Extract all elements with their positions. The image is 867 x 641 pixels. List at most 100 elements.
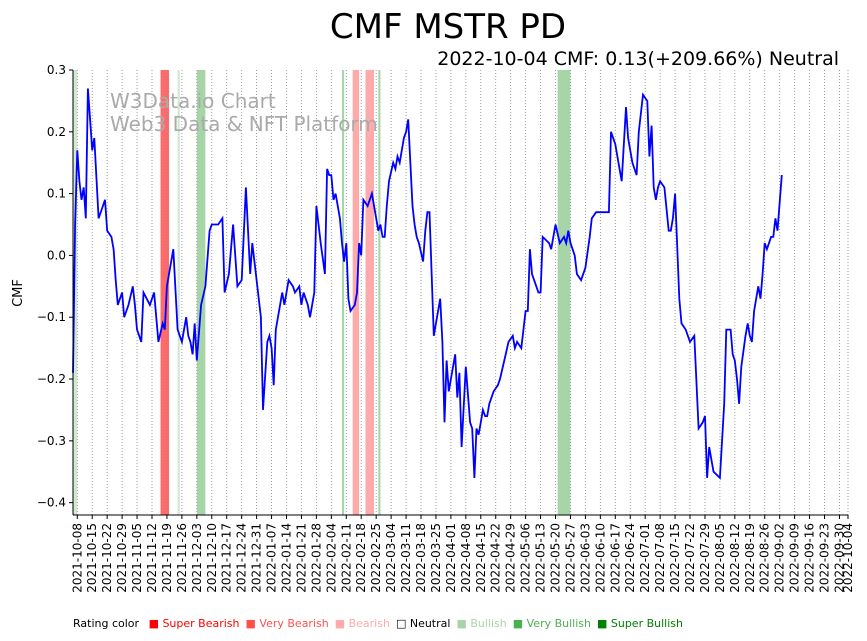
xtick-label-33: 2022-05-27 [563,523,577,593]
legend-label: Super Bearish [162,617,240,630]
ytick-label-0: −0.4 [37,496,66,510]
xtick-label-13: 2022-01-07 [265,523,279,593]
xtick-label-19: 2022-02-18 [354,523,368,593]
xtick-label-17: 2022-02-04 [324,523,338,593]
legend-item-5: ■ Very Bullish [513,617,591,630]
chart-subtitle: 2022-10-04 CMF: 0.13(+209.66%) Neutral [437,48,839,70]
xtick-label-34: 2022-06-03 [578,523,592,593]
ytick-label-4: 0.0 [47,248,66,262]
xtick-label-9: 2021-12-10 [205,523,219,593]
xtick-label-40: 2022-07-15 [668,523,682,593]
y-axis-ticks: −0.4 −0.3 −0.2 −0.1 0.0 0.1 0.2 0.3 [37,63,73,510]
legend-label: Super Bullish [610,617,683,630]
legend-item-4: ■ Bullish [456,617,506,630]
xtick-label-22: 2022-03-11 [399,523,413,593]
legend-title: Rating color [73,617,140,630]
legend-label: Bullish [470,617,507,630]
shade-period-3 [196,70,206,515]
xtick-label-23: 2022-03-18 [414,523,428,593]
shade-period-6 [365,70,375,515]
xtick-label-14: 2022-01-14 [279,523,293,593]
xtick-label-15: 2022-01-21 [294,523,308,593]
xtick-label-24: 2022-03-25 [429,523,443,593]
legend-items: ■ Super Bearish ■ Very Bearish ■ Bearish □ … [149,617,689,630]
xtick-label-32: 2022-05-20 [549,523,563,593]
chart-title: CMF MSTR PD [330,7,566,47]
shade-period-8 [557,70,571,515]
ytick-label-2: −0.2 [37,372,66,386]
xtick-label-45: 2022-08-19 [743,523,757,593]
xtick-label-36: 2022-06-17 [608,523,622,593]
shade-period-0 [73,70,78,515]
ytick-label-1: −0.3 [37,434,66,448]
xtick-label-43: 2022-08-05 [713,523,727,593]
legend-swatch-icon: ■ [334,617,349,630]
xtick-label-3: 2021-10-29 [115,523,129,593]
xtick-label-26: 2022-04-08 [459,523,473,593]
ytick-label-6: 0.2 [47,125,66,139]
xtick-label-20: 2022-02-25 [369,523,383,593]
legend-swatch-icon: ■ [596,617,611,630]
xtick-label-2: 2021-10-22 [100,523,114,593]
ytick-label-3: −0.1 [37,310,66,324]
shade-period-2 [177,70,180,515]
xtick-label-7: 2021-11-26 [175,523,189,593]
xtick-label-46: 2022-08-26 [758,523,772,593]
xtick-label-29: 2022-04-29 [504,523,518,593]
vertical-gridlines [76,70,849,515]
legend-item-3: □ Neutral [396,617,451,630]
legend-swatch-icon: ■ [456,617,471,630]
xtick-label-16: 2022-01-28 [309,523,323,593]
y-axis-label: CMF [11,279,26,307]
legend-item-2: ■ Bearish [335,617,390,630]
xtick-label-5: 2021-11-12 [145,523,159,593]
xtick-label-49: 2022-09-16 [803,523,817,593]
legend-label: Neutral [409,617,451,630]
legend-swatch-icon: ■ [245,617,260,630]
xtick-label-12: 2021-12-31 [250,523,264,593]
xtick-label-27: 2022-04-15 [474,523,488,593]
xtick-label-39: 2022-07-08 [653,523,667,593]
xtick-label-35: 2022-06-10 [593,523,607,593]
xtick-label-1: 2021-10-15 [85,523,99,593]
xtick-label-30: 2022-05-06 [519,523,533,593]
xtick-label-37: 2022-06-24 [623,523,637,593]
shade-period-7 [378,70,381,515]
xtick-label-44: 2022-08-12 [728,523,742,593]
xtick-label-41: 2022-07-22 [683,523,697,593]
watermark: W3Data.io Chart Web3 Data & NFT Platform [110,89,378,136]
xtick-label-0: 2021-10-08 [70,523,84,593]
rating-shading [73,70,571,515]
watermark-line-1: W3Data.io Chart [110,89,276,113]
legend-item-0: ■ Super Bearish [149,617,240,630]
xtick-label-42: 2022-07-29 [698,523,712,593]
legend-swatch-icon: ■ [512,617,527,630]
legend-swatch-icon: □ [395,617,410,630]
legend-label: Very Bullish [526,617,591,630]
xtick-label-18: 2022-02-11 [339,523,353,593]
legend-label: Very Bearish [259,617,329,630]
xtick-label-28: 2022-04-22 [489,523,503,593]
ytick-label-7: 0.3 [47,63,66,77]
legend-item-1: ■ Very Bearish [246,617,329,630]
xtick-label-4: 2021-11-05 [130,523,144,593]
xtick-label-11: 2021-12-24 [235,523,249,593]
legend-label: Bearish [348,617,390,630]
shade-period-5 [352,70,360,515]
shade-period-1 [160,70,170,515]
xtick-label-10: 2021-12-17 [220,523,234,593]
xtick-label-8: 2021-12-03 [190,523,204,593]
cmf-series-line [72,88,783,480]
watermark-line-2: Web3 Data & NFT Platform [110,112,378,136]
xtick-label-25: 2022-04-01 [444,523,458,593]
xtick-label-31: 2022-05-13 [534,523,548,593]
ytick-label-5: 0.1 [47,187,66,201]
xtick-label-6: 2021-11-19 [160,523,174,593]
x-axis-ticks: 2021-10-08 2021-10-15 2021-10-22 2021-10-29… [70,515,855,593]
rating-legend: Rating color ■ Super Bearish ■ Very Beari… [73,617,695,630]
xtick-label-38: 2022-07-01 [638,523,652,593]
xtick-label-50: 2022-09-23 [818,523,832,593]
xtick-label-52: 2022-10-04 [841,523,855,593]
axis-spines [72,70,848,516]
